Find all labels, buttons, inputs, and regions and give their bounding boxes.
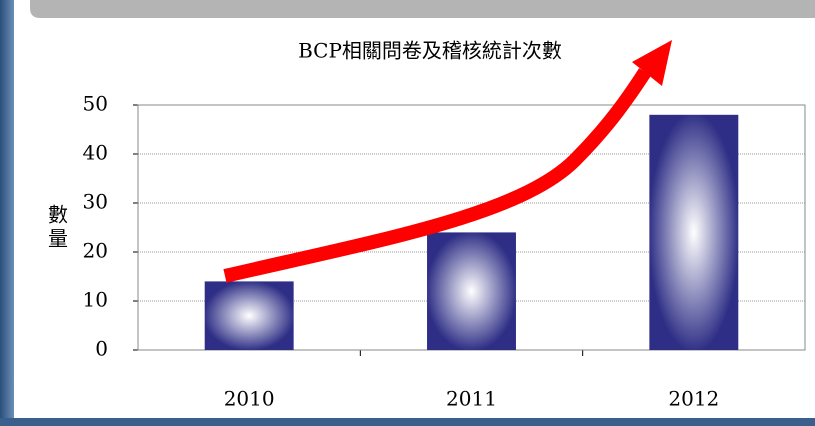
y-tick-label: 40	[83, 141, 108, 165]
y-tick-label: 20	[83, 239, 108, 263]
bottom-strip	[0, 418, 815, 426]
top-band	[30, 0, 815, 18]
trend-arrow	[223, 68, 651, 283]
x-tick-label: 2012	[668, 387, 719, 411]
bar	[649, 114, 739, 350]
side-strip	[0, 0, 14, 426]
y-tick-label: 50	[83, 92, 108, 116]
arrow-head	[632, 40, 672, 86]
chart-title: BCP相關問卷及稽核統計次數	[298, 39, 562, 63]
x-tick-label: 2011	[446, 387, 497, 411]
y-axis-label: 數量	[45, 204, 69, 252]
y-tick-label: 10	[83, 288, 108, 312]
x-tick-label: 2010	[224, 387, 275, 411]
bar	[204, 281, 294, 350]
y-tick-label: 30	[83, 190, 108, 214]
bar	[427, 232, 516, 350]
y-tick-label: 0	[95, 337, 108, 361]
